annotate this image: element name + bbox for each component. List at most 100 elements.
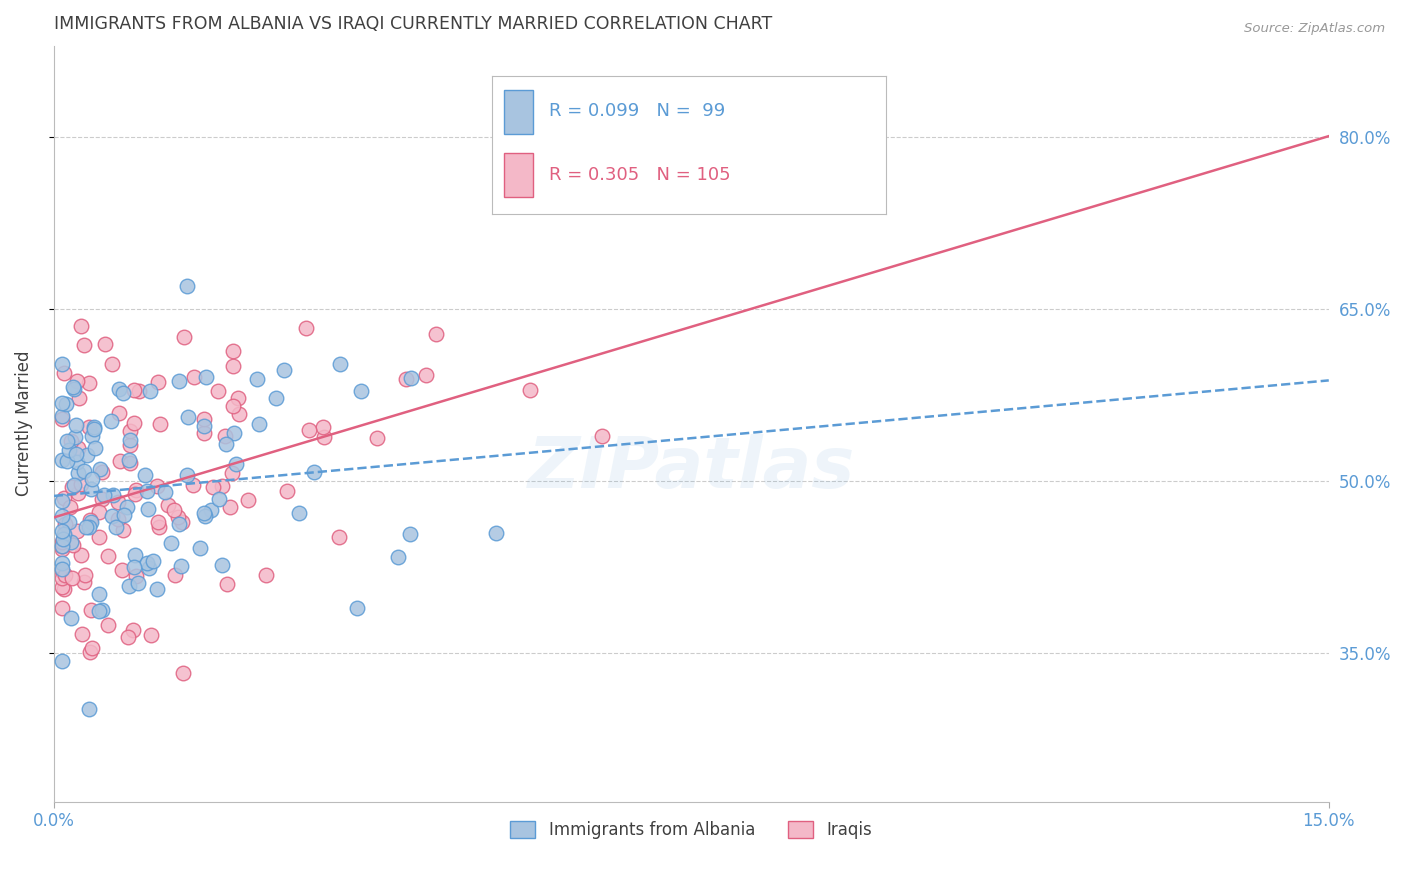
Point: [146, 582, 169, 596]
Point: [53, 491, 76, 505]
Point: [51, 562, 73, 576]
Point: [350, 384, 373, 398]
Point: [51, 494, 73, 508]
Point: [112, 386, 135, 401]
Point: [79, 513, 101, 527]
Point: [87, 505, 110, 519]
Point: [118, 453, 141, 467]
Point: [193, 419, 215, 434]
Point: [302, 465, 325, 479]
Point: [162, 503, 184, 517]
Point: [128, 384, 150, 398]
Point: [214, 429, 236, 443]
Point: [200, 503, 222, 517]
Point: [104, 519, 127, 533]
Point: [122, 559, 145, 574]
Point: [591, 429, 613, 443]
Point: [56, 434, 79, 448]
Point: [118, 438, 141, 452]
Point: [172, 516, 194, 530]
Point: [70, 548, 93, 562]
Point: [193, 507, 215, 521]
Point: [51, 580, 73, 594]
Point: [51, 539, 73, 553]
Point: [97, 549, 120, 564]
Point: [53, 517, 76, 532]
Point: [202, 480, 225, 494]
Point: [298, 423, 321, 437]
Point: [146, 376, 169, 390]
Point: [221, 359, 243, 373]
Point: [172, 666, 194, 681]
Point: [219, 500, 242, 515]
Point: [51, 536, 73, 550]
Point: [387, 549, 409, 564]
Point: [75, 520, 97, 534]
Point: [124, 549, 146, 563]
Point: [60, 534, 83, 549]
Point: [118, 579, 141, 593]
Point: [169, 516, 191, 531]
Point: [53, 582, 76, 596]
Text: R = 0.305   N = 105: R = 0.305 N = 105: [550, 166, 731, 184]
Point: [194, 508, 217, 523]
Point: [67, 486, 90, 500]
Point: [65, 417, 87, 432]
Point: [91, 465, 114, 479]
Point: [124, 487, 146, 501]
Point: [73, 464, 96, 478]
Point: [246, 372, 269, 386]
Point: [188, 541, 211, 555]
Point: [211, 479, 233, 493]
Point: [176, 279, 198, 293]
Point: [83, 420, 105, 434]
Point: [51, 534, 73, 549]
Point: [346, 601, 368, 615]
Point: [67, 467, 90, 481]
Point: [134, 468, 156, 483]
Point: [107, 495, 129, 509]
Point: [77, 419, 100, 434]
Point: [221, 467, 243, 481]
Point: [328, 530, 350, 544]
Point: [193, 425, 215, 440]
Point: [77, 376, 100, 390]
Point: [51, 409, 73, 424]
Point: [56, 454, 79, 468]
Point: [163, 568, 186, 582]
Point: [79, 645, 101, 659]
Point: [59, 500, 82, 514]
Point: [167, 374, 190, 388]
Point: [266, 391, 288, 405]
Point: [63, 382, 86, 396]
Point: [89, 462, 111, 476]
Point: [146, 479, 169, 493]
Point: [51, 412, 73, 426]
Point: [51, 524, 73, 538]
Point: [117, 500, 139, 515]
Point: [170, 558, 193, 573]
Point: [118, 424, 141, 438]
Point: [226, 391, 249, 405]
Point: [485, 526, 508, 541]
Point: [59, 434, 82, 449]
Point: [111, 564, 134, 578]
Point: [75, 567, 97, 582]
Point: [215, 576, 238, 591]
Point: [53, 527, 76, 541]
Point: [167, 510, 190, 524]
Point: [254, 568, 277, 582]
Point: [415, 368, 437, 382]
Point: [117, 630, 139, 644]
Point: [90, 602, 112, 616]
Point: [195, 370, 218, 384]
Point: [222, 399, 245, 413]
Point: [80, 482, 103, 496]
Point: [52, 532, 75, 546]
Point: [222, 343, 245, 358]
Point: [60, 480, 83, 494]
Point: [215, 436, 238, 450]
Point: [80, 603, 103, 617]
Point: [53, 568, 76, 582]
Bar: [503, 89, 533, 134]
